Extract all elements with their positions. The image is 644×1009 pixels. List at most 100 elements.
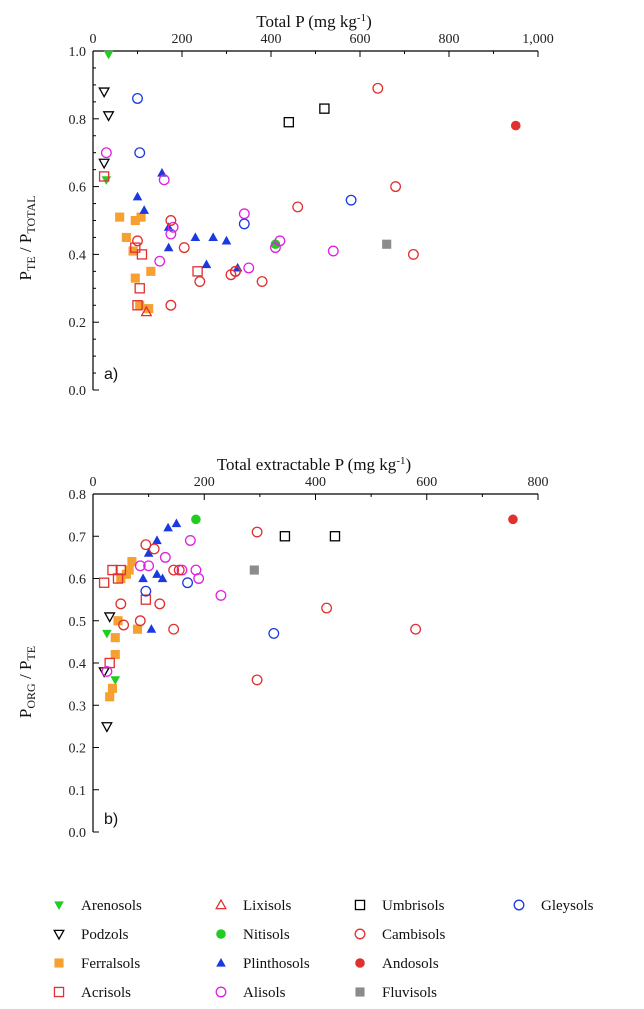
panel-a-point-ferralsols: [146, 266, 156, 276]
panel-a-point-umbrisols: [283, 116, 295, 128]
legend-marker-nitisols: [216, 929, 226, 939]
panel-b-point-plinthosols: [143, 548, 154, 557]
panel-b-point-acrisols: [107, 564, 118, 576]
panel-a-point-ferralsols: [144, 304, 154, 314]
panel-a-x-tick-label: 0: [90, 32, 97, 47]
panel-a-point-cambisols: [229, 265, 241, 277]
legend-item-andosols: Andosols: [355, 956, 439, 972]
panel-a-point-podzols: [98, 87, 111, 99]
panel-a-point-alisols: [238, 208, 250, 220]
legend-label: Andosols: [382, 956, 439, 972]
panel-a-y-tick-label: 0.0: [69, 384, 87, 399]
panel-a-point-alisols: [154, 255, 166, 267]
panel-b-axes: 0 200 400 600 800 0.0 0.1 0.2 0.3 0.4 0.5 0.6 0.7 0.8: [69, 475, 549, 841]
panel-b-point-acrisols: [140, 594, 152, 605]
legend-marker-fluvisols: [355, 987, 365, 997]
panel-a-scatter-plot: Total P (mg kg-1) PTE / PTOTAL 0 200 400 60…: [16, 12, 554, 399]
legend-label: Lixisols: [243, 898, 292, 914]
legend-item-umbrisols: Umbrisols: [354, 898, 445, 914]
panel-b-y-tick-label: 0.0: [69, 826, 87, 841]
panel-a-x-tick-label: 1,000: [522, 32, 554, 47]
panel-b-point-cambisols: [134, 615, 146, 627]
panel-a-x-tick-label: 400: [261, 32, 282, 47]
panel-b-point-cambisols: [321, 602, 333, 614]
panel-a-point-acrisols: [98, 171, 110, 182]
panel-a-point-fluvisols: [382, 239, 392, 249]
panel-a-point-gleysols: [132, 93, 143, 104]
panel-a-point-ferralsols: [115, 212, 125, 222]
panel-a-point-umbrisols: [319, 103, 330, 114]
panel-b-point-acrisols: [112, 573, 124, 584]
panel-b-point-ferralsols: [127, 557, 137, 567]
panel-b-point-alisols: [134, 560, 146, 572]
legend-item-cambisols: Cambisols: [354, 927, 446, 943]
panel-a-point-plinthosols: [163, 242, 174, 252]
legend-label: Alisols: [243, 985, 286, 1001]
panel-b-point-plinthosols: [138, 573, 148, 583]
legend-item-fluvisols: Fluvisols: [355, 985, 437, 1001]
panel-b-point-cambisols: [118, 619, 130, 631]
panel-b-point-ferralsols: [116, 573, 126, 584]
panel-b-data-points: [98, 514, 518, 733]
panel-b-y-tick-label: 0.1: [69, 784, 87, 799]
panel-a-point-ferralsols: [136, 212, 146, 222]
panel-a-point-acrisols: [132, 300, 143, 311]
panel-a-y-tick-label: 1.0: [69, 45, 87, 60]
panel-a-point-cambisols: [194, 276, 206, 287]
panel-b-x-tick-label: 200: [194, 475, 215, 490]
panel-b-point-ferralsols: [105, 692, 115, 702]
panel-b-y-tick-label: 0.7: [69, 530, 87, 545]
panel-a-point-cambisols: [372, 82, 384, 94]
legend-label: Cambisols: [382, 927, 446, 943]
legend-item-lixisols: Lixisols: [215, 898, 292, 914]
panel-b-point-cambisols: [251, 674, 263, 686]
panel-a-point-lixisols: [140, 305, 153, 317]
panel-a-point-plinthosols: [201, 259, 212, 269]
panel-b-point-cambisols: [251, 526, 263, 538]
panel-b-y-tick-label: 0.3: [69, 699, 87, 714]
panel-b-x-tick-label: 400: [305, 475, 326, 490]
panel-a-point-nitisols: [270, 239, 281, 250]
panel-a-point-acrisols: [136, 249, 148, 260]
panel-b-point-nitisols: [191, 514, 201, 525]
legend-marker-arenosols: [54, 901, 64, 911]
panel-b-point-cambisols: [115, 598, 127, 610]
panel-b-point-gleysols: [268, 627, 280, 639]
panel-b-x-tick-label: 0: [90, 475, 97, 490]
panel-a-point-gleysols: [345, 194, 357, 206]
panel-b-point-plinthosols: [146, 624, 157, 633]
panel-a-point-andosols: [510, 120, 521, 131]
panel-b-point-alisols: [215, 589, 227, 601]
panel-a-point-gleysols: [134, 147, 146, 159]
panel-b-point-alisols: [143, 560, 155, 572]
legend-item-alisols: Alisols: [215, 985, 286, 1001]
panel-b-point-ferralsols: [110, 649, 120, 660]
panel-a-x-tick-label: 200: [172, 32, 193, 47]
panel-a-point-arenosols: [103, 50, 114, 60]
panel-a-point-plinthosols: [132, 191, 143, 201]
panel-b-point-cambisols: [173, 564, 185, 576]
panel-b-scatter-plot: Total extractable P (mg kg-1) PORG / PTE…: [16, 455, 549, 841]
panel-b-point-podzols: [101, 722, 113, 733]
panel-b-point-cambisols: [140, 539, 152, 551]
panel-a-y-tick-label: 0.6: [69, 181, 87, 196]
panel-a-x-tick-label: 600: [350, 32, 371, 47]
panel-a-point-acrisols: [134, 283, 145, 294]
panel-a-point-acrisols: [192, 266, 203, 277]
panel-a-x-tick-label: 800: [439, 32, 460, 47]
panel-a-point-alisols: [165, 228, 177, 240]
panel-a-point-acrisols: [130, 242, 141, 253]
panel-a-point-ferralsols: [121, 232, 131, 243]
legend-item-nitisols: Nitisols: [216, 927, 290, 943]
panel-a-point-podzols: [98, 158, 111, 170]
panel-b-point-andosols: [508, 514, 518, 525]
panel-a-y-axis-title: PTE / PTOTAL: [16, 196, 38, 281]
panel-a-y-tick-label: 0.2: [69, 316, 87, 331]
panel-a-point-ferralsols: [130, 215, 140, 226]
legend-item-gleysols: Gleysols: [513, 898, 594, 914]
panel-a-point-cambisols: [165, 299, 177, 311]
panel-a-point-ferralsols: [130, 273, 140, 283]
panel-b-y-tick-label: 0.8: [69, 488, 87, 503]
legend-item-ferralsols: Ferralsols: [54, 956, 140, 972]
